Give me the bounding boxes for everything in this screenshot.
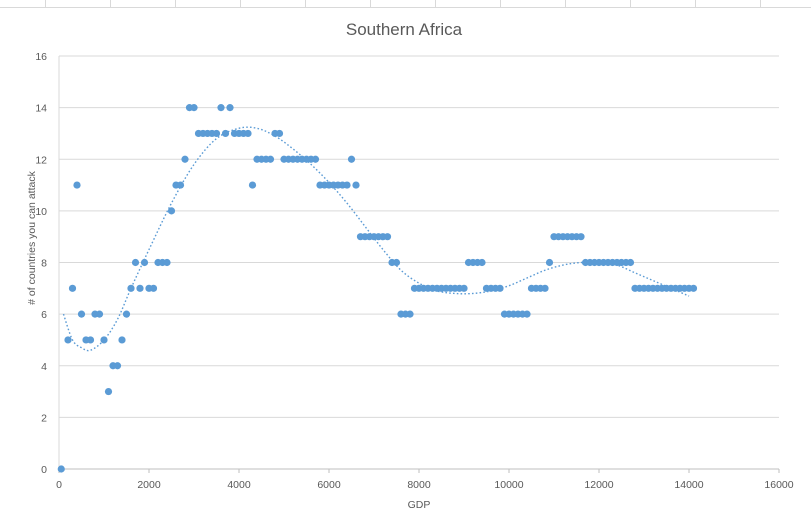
data-point (131, 258, 140, 267)
data-point (163, 258, 171, 267)
data-point (181, 155, 189, 163)
data-point (266, 155, 275, 163)
y-tick-label: 14 (35, 103, 47, 115)
data-point (352, 181, 360, 189)
data-point (190, 104, 198, 112)
x-tick-label: 4000 (227, 479, 251, 491)
data-point (73, 181, 81, 189)
data-point (167, 207, 176, 215)
data-point (122, 310, 131, 318)
data-point (221, 129, 230, 138)
data-point (496, 284, 504, 292)
data-point (577, 233, 585, 241)
data-point (383, 233, 392, 241)
data-point (149, 284, 158, 292)
data-point (118, 336, 126, 344)
data-point (626, 258, 635, 267)
data-point (689, 284, 698, 292)
data-point (86, 336, 95, 344)
grid-lines (58, 55, 780, 473)
y-tick-label: 16 (35, 51, 47, 63)
data-point (176, 181, 185, 189)
data-point (57, 465, 65, 473)
data-point (77, 310, 86, 318)
y-axis-title: # of countries you can attack (26, 170, 38, 304)
data-point (95, 310, 104, 318)
data-point (311, 155, 320, 163)
data-point (244, 129, 252, 138)
y-tick-label: 12 (35, 154, 47, 166)
x-tick-label: 14000 (674, 479, 703, 491)
data-point (460, 284, 468, 292)
data-point (523, 310, 531, 318)
x-tick-labels: 0 2000 4000 6000 8000 10000 12000 14000 16000 (56, 479, 794, 491)
x-tick-label: 6000 (317, 479, 341, 491)
data-points (57, 104, 698, 473)
data-point (127, 284, 135, 292)
data-point (478, 258, 486, 267)
y-tick-label: 4 (41, 361, 47, 373)
data-point (100, 336, 108, 344)
data-point (406, 310, 414, 318)
data-point (68, 284, 77, 292)
y-tick-label: 0 (41, 464, 47, 476)
x-tick-label: 16000 (764, 479, 793, 491)
data-point (104, 387, 113, 396)
y-tick-label: 10 (35, 206, 47, 218)
data-point (347, 155, 356, 163)
data-point (64, 336, 72, 344)
data-point (248, 181, 257, 189)
y-tick-labels: 0 2 4 6 8 10 12 14 16 (35, 51, 47, 476)
data-point (541, 284, 549, 292)
chart-title: Southern Africa (346, 20, 463, 39)
data-point (136, 284, 144, 292)
x-tick-label: 8000 (407, 479, 431, 491)
data-point (545, 258, 554, 267)
data-point (275, 129, 284, 138)
data-point (217, 104, 225, 112)
x-tick-label: 2000 (137, 479, 161, 491)
x-tick-label: 0 (56, 479, 62, 491)
x-tick-label: 10000 (494, 479, 523, 491)
data-point (226, 104, 234, 112)
y-tick-label: 2 (41, 412, 47, 424)
y-tick-label: 8 (41, 258, 47, 270)
spreadsheet-header-strip (0, 0, 811, 8)
x-tick-label: 12000 (584, 479, 613, 491)
x-axis-title: GDP (408, 499, 431, 511)
data-point (392, 258, 401, 267)
data-point (113, 362, 122, 370)
data-point (140, 258, 149, 267)
data-point (343, 181, 351, 189)
data-point (212, 129, 221, 138)
y-tick-label: 6 (41, 309, 47, 321)
